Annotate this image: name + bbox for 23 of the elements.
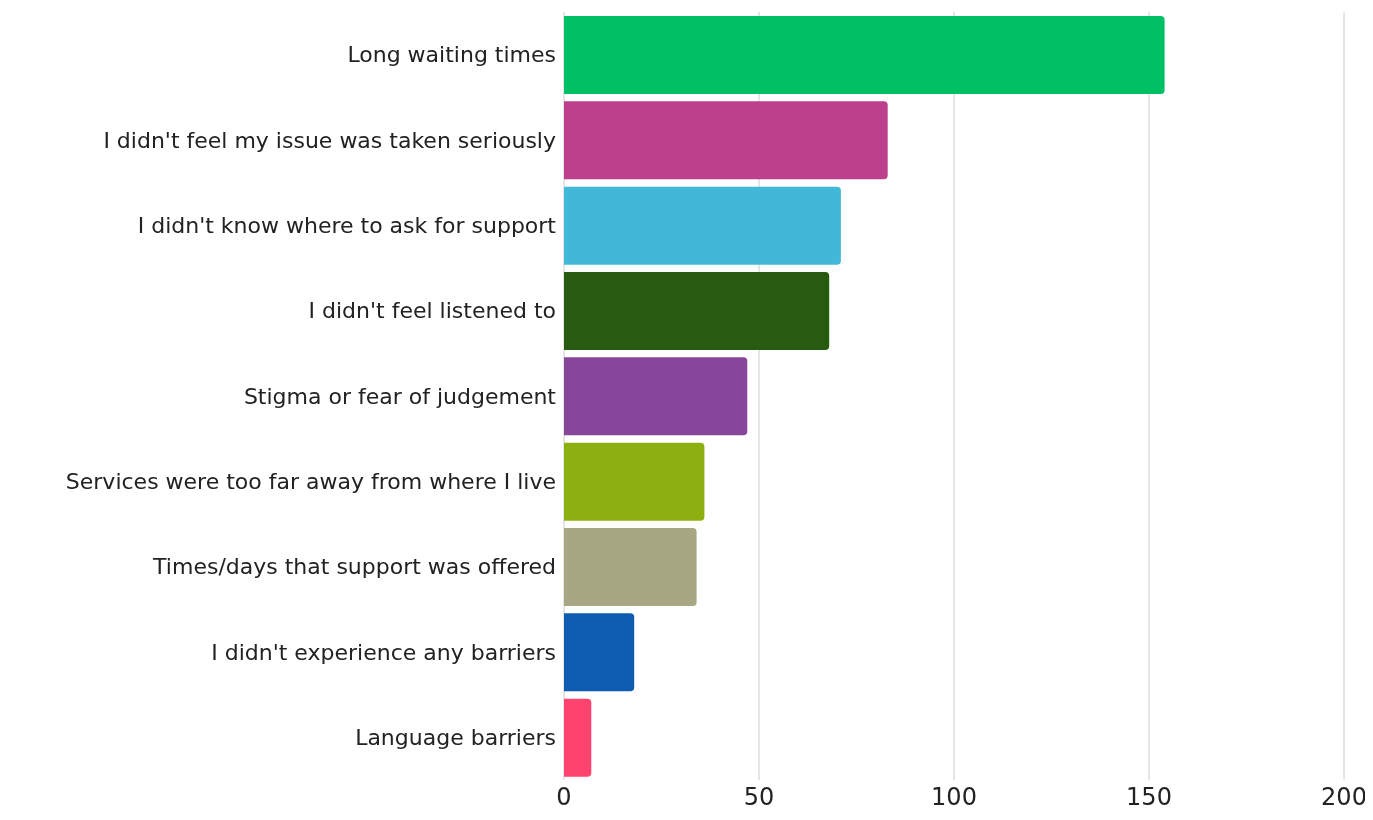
- y-tick-label: I didn't feel my issue was taken seriously: [103, 127, 556, 153]
- y-tick-label: Stigma or fear of judgement: [243, 383, 557, 409]
- bar: [564, 186, 841, 265]
- bar: [564, 272, 830, 350]
- y-tick-label: Times/days that support was offered: [152, 554, 556, 580]
- x-tick-label: 150: [1126, 783, 1172, 812]
- y-tick-label: Services were too far away from where I live: [65, 469, 556, 495]
- bar: [564, 442, 705, 521]
- bar: [564, 101, 888, 180]
- x-tick-label: 0: [556, 783, 572, 812]
- bar: [564, 16, 1165, 94]
- x-tick-label: 50: [743, 783, 775, 812]
- y-tick-label: Long waiting times: [347, 42, 556, 68]
- x-tick-label: 100: [931, 783, 977, 812]
- bar: [564, 357, 748, 436]
- bar: [564, 528, 697, 606]
- y-tick-label: Language barriers: [355, 725, 556, 751]
- y-tick-label: I didn't know where to ask for support: [137, 213, 557, 239]
- y-tick-label: I didn't feel listened to: [308, 298, 556, 324]
- bar: [564, 698, 592, 777]
- y-tick-label: I didn't experience any barriers: [211, 639, 556, 665]
- bar: [564, 613, 635, 692]
- x-tick-label: 200: [1321, 783, 1367, 812]
